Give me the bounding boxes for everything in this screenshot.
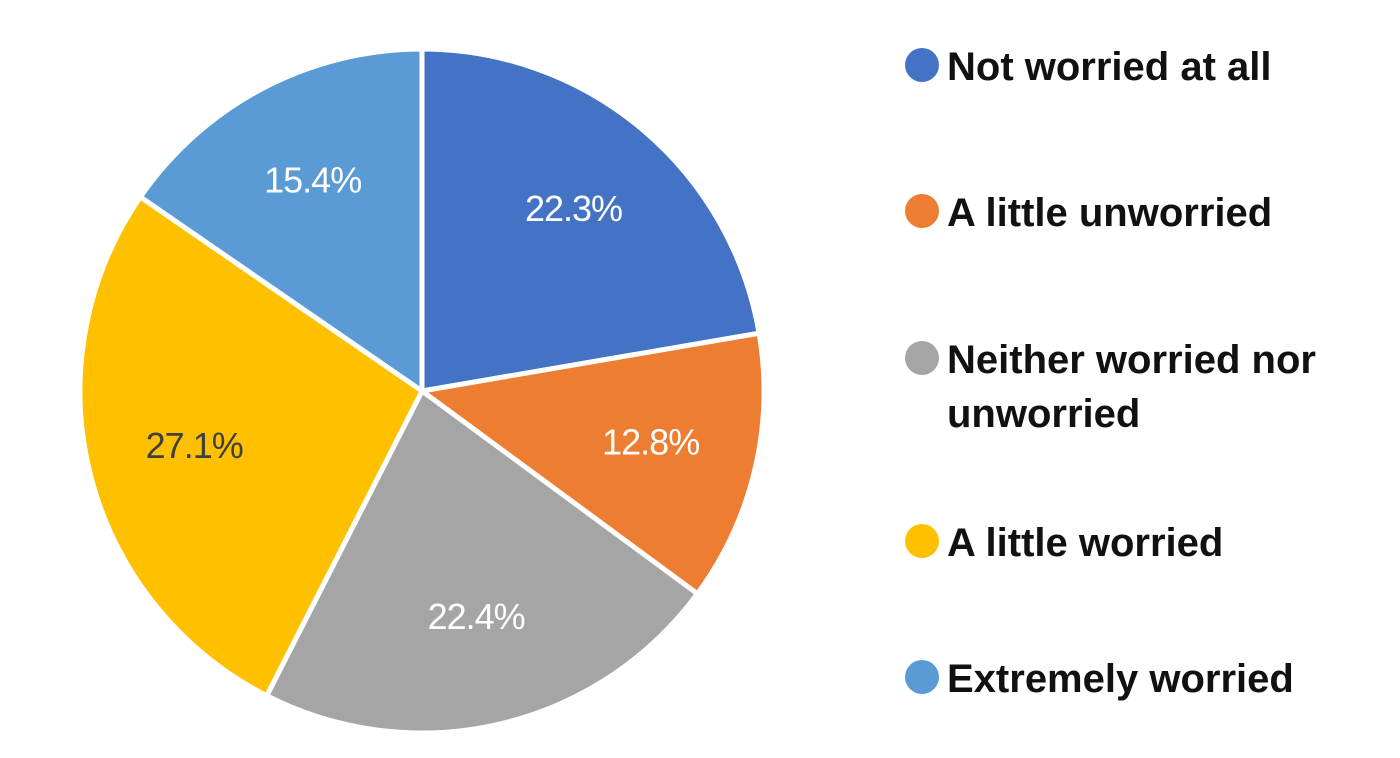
data-label-extremely-worried: 15.4% bbox=[264, 159, 361, 200]
legend-item-not-worried-at-all: Not worried at all bbox=[905, 40, 1367, 94]
legend-swatch bbox=[905, 524, 939, 558]
legend-item-neither-worried-nor-unworried: Neither worried nor unworried bbox=[905, 333, 1367, 441]
pie-data-labels: 22.3% 12.8% 22.4% 27.1% 15.4% bbox=[146, 159, 701, 637]
pie-slice-a-little-unworried bbox=[419, 330, 767, 597]
legend-swatch bbox=[905, 341, 939, 375]
data-label-a-little-worried: 27.1% bbox=[146, 425, 243, 466]
data-label-a-little-unworried: 12.8% bbox=[602, 422, 699, 463]
legend-label: A little unworried bbox=[947, 191, 1273, 235]
pie-slice-extremely-worried bbox=[137, 46, 425, 394]
legend-item-extremely-worried: Extremely worried bbox=[905, 652, 1367, 706]
legend-label: A little worried bbox=[947, 521, 1224, 565]
pie-slices bbox=[77, 46, 767, 736]
pie-slice-not-worried-at-all bbox=[419, 46, 762, 394]
legend-swatch bbox=[905, 194, 939, 228]
pie-plot-area: 22.3% 12.8% 22.4% 27.1% 15.4% bbox=[77, 46, 767, 736]
legend-label: Extremely worried bbox=[947, 657, 1294, 701]
legend-swatch bbox=[905, 48, 939, 82]
legend-swatch bbox=[905, 660, 939, 694]
legend-item-a-little-worried: A little worried bbox=[905, 516, 1367, 570]
legend-item-a-little-unworried: A little unworried bbox=[905, 186, 1367, 240]
legend-label: Neither worried nor unworried bbox=[947, 338, 1316, 436]
pie-slice-a-little-worried bbox=[77, 194, 425, 699]
pie-slice-neither-worried-nor-unworried bbox=[264, 388, 700, 736]
data-label-not-worried-at-all: 22.3% bbox=[525, 188, 622, 229]
data-label-neither-worried-nor-unworried: 22.4% bbox=[428, 596, 525, 637]
legend-label: Not worried at all bbox=[947, 45, 1272, 89]
legend: Not worried at all A little unworried Ne… bbox=[905, 40, 1385, 730]
